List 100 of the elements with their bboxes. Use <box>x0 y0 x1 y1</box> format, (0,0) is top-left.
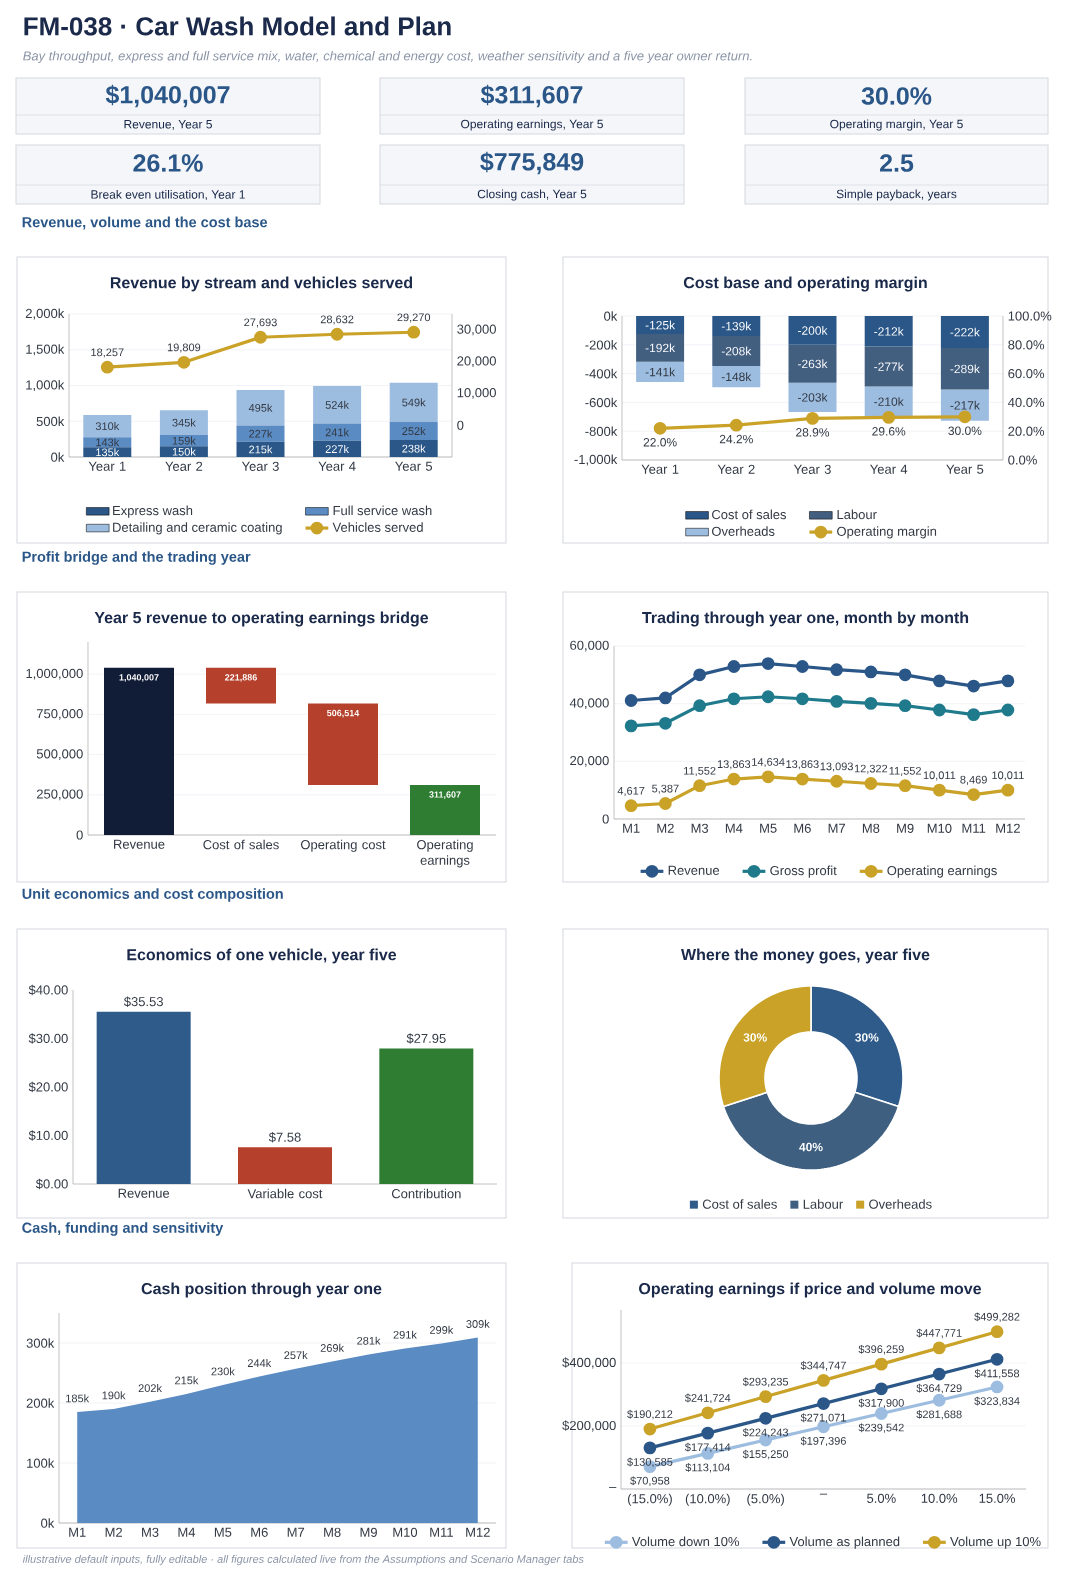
x-tick-label: Year 5 <box>946 464 984 474</box>
bar <box>940 347 989 390</box>
bar <box>636 361 685 382</box>
point <box>958 410 972 424</box>
bar <box>379 1048 474 1185</box>
data-label: $27.95 <box>406 1033 446 1044</box>
point <box>932 1341 946 1355</box>
data-label: -203k <box>798 392 828 402</box>
point <box>100 360 114 374</box>
data-label: -200k <box>798 326 828 335</box>
y-tick-label: $200,000 <box>562 1420 616 1432</box>
point <box>658 797 672 810</box>
legend-label: Labour <box>803 1199 843 1209</box>
data-label: 143k <box>96 438 120 447</box>
bar <box>410 784 480 836</box>
point <box>967 788 981 801</box>
x-tick-label: M9 <box>897 823 914 833</box>
point <box>727 692 741 706</box>
chart-title: Year 5 revenue to operating earnings bridge <box>94 611 429 627</box>
x-tick-label: M3 <box>142 1527 159 1537</box>
point <box>990 1352 1004 1366</box>
data-label: 269k <box>320 1343 345 1352</box>
data-label: -148k <box>721 372 752 382</box>
data-label: 5,387 <box>652 784 679 794</box>
x-tick-label: M11 <box>962 823 986 833</box>
data-label: 227k <box>325 444 350 453</box>
data-label: -289k <box>950 364 980 374</box>
data-label: $7.58 <box>268 1132 301 1143</box>
data-label: 221,886 <box>225 674 257 682</box>
data-label: -208k <box>721 346 752 356</box>
chart-title: Cash position through year one <box>141 1282 382 1298</box>
x-tick-label: Operating cost <box>300 839 386 852</box>
text: Operating margin, Year 5 <box>830 119 963 131</box>
data-label: 227k <box>249 429 273 438</box>
text: $311,607 <box>480 84 583 108</box>
bar <box>864 386 913 417</box>
data-label: 19,809 <box>167 343 201 353</box>
bar <box>236 390 285 426</box>
text: 2.5 <box>879 154 914 172</box>
point <box>967 679 981 693</box>
x-tick-label: M8 <box>324 1527 341 1537</box>
point <box>795 692 809 706</box>
chart-title: Cost base and operating margin <box>683 276 927 292</box>
data-label: 238k <box>402 444 426 453</box>
y-tick-label: -200k <box>585 340 618 350</box>
point <box>407 325 421 339</box>
bar <box>636 316 685 335</box>
bar <box>313 440 362 458</box>
legend-label: Operating margin <box>837 526 937 539</box>
x-tick-label: (10.0%) <box>685 1493 730 1506</box>
point <box>727 772 741 786</box>
data-label: 13,863 <box>786 760 819 770</box>
data-label: $281,688 <box>916 1409 962 1420</box>
point <box>932 1393 946 1407</box>
x-tick-label: Year 2 <box>165 461 203 471</box>
text: Bay throughput, express and full service mix, water, chemical and energy cost, weather sensitivity and a five year owner return. <box>23 50 752 64</box>
data-label: 28,632 <box>320 315 354 325</box>
x-tick-label: M2 <box>657 823 674 833</box>
data-label: $499,282 <box>974 1312 1020 1322</box>
x-tick-label: Year 3 <box>793 464 831 474</box>
y-tick-label: $400,000 <box>562 1357 616 1369</box>
point <box>932 1367 946 1381</box>
data-label: 299k <box>429 1325 454 1334</box>
y-tick-label: $30.00 <box>28 1033 68 1044</box>
y-tick-label: 0k <box>41 1518 55 1528</box>
chart-title: Economics of one vehicle, year five <box>127 948 397 964</box>
bar <box>712 336 761 366</box>
bar <box>308 703 378 785</box>
bar <box>389 440 438 458</box>
x-tick-label: M11 <box>430 1527 453 1537</box>
x-tick-label: M12 <box>466 1527 490 1537</box>
point <box>864 696 878 710</box>
y2-tick-label: 40.0% <box>1008 397 1045 408</box>
data-label: 244k <box>247 1358 272 1367</box>
legend-label: Labour <box>837 509 877 520</box>
y-tick-label: 0k <box>51 452 65 462</box>
y2-tick-label: 20,000 <box>457 356 496 368</box>
x-tick-label: M5 <box>760 823 777 833</box>
data-label: $317,900 <box>858 1398 904 1409</box>
x-tick-label: M3 <box>691 823 709 833</box>
point <box>729 418 743 432</box>
bar <box>104 667 174 836</box>
data-label: 8,469 <box>960 775 987 785</box>
bar <box>389 421 438 440</box>
y2-tick-label: 80.0% <box>1008 340 1045 350</box>
text: Cash, funding and sensitivity <box>22 1222 224 1236</box>
point <box>643 1422 657 1436</box>
point <box>874 1382 888 1396</box>
legend-label: Overheads <box>711 526 775 536</box>
data-label: 309k <box>466 1319 490 1328</box>
data-label: 14,634 <box>752 758 785 768</box>
point <box>761 690 775 704</box>
text: Operating earnings, Year 5 <box>461 119 603 131</box>
legend-label: Volume up 10% <box>950 1536 1041 1549</box>
data-label: $155,250 <box>742 1449 789 1460</box>
data-label: 10,011 <box>923 771 956 781</box>
x-tick-label: Contribution <box>391 1188 461 1199</box>
point <box>882 410 896 424</box>
data-label: 549k <box>402 398 426 407</box>
point <box>693 779 707 793</box>
